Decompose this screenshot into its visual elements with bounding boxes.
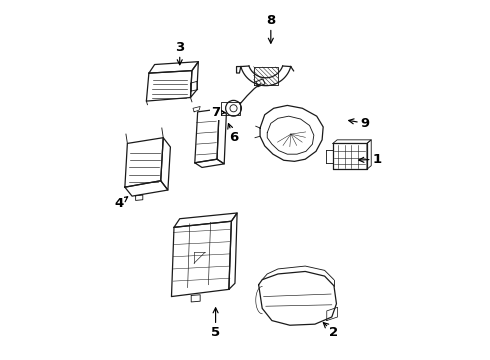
Text: 4: 4 <box>114 197 128 210</box>
Text: 3: 3 <box>175 41 184 65</box>
Text: 8: 8 <box>266 14 275 43</box>
Text: 6: 6 <box>228 123 238 144</box>
Text: 1: 1 <box>359 153 382 166</box>
Text: 9: 9 <box>349 117 369 130</box>
Text: 5: 5 <box>211 308 220 339</box>
Text: 2: 2 <box>323 323 339 339</box>
Text: 7: 7 <box>211 106 225 119</box>
